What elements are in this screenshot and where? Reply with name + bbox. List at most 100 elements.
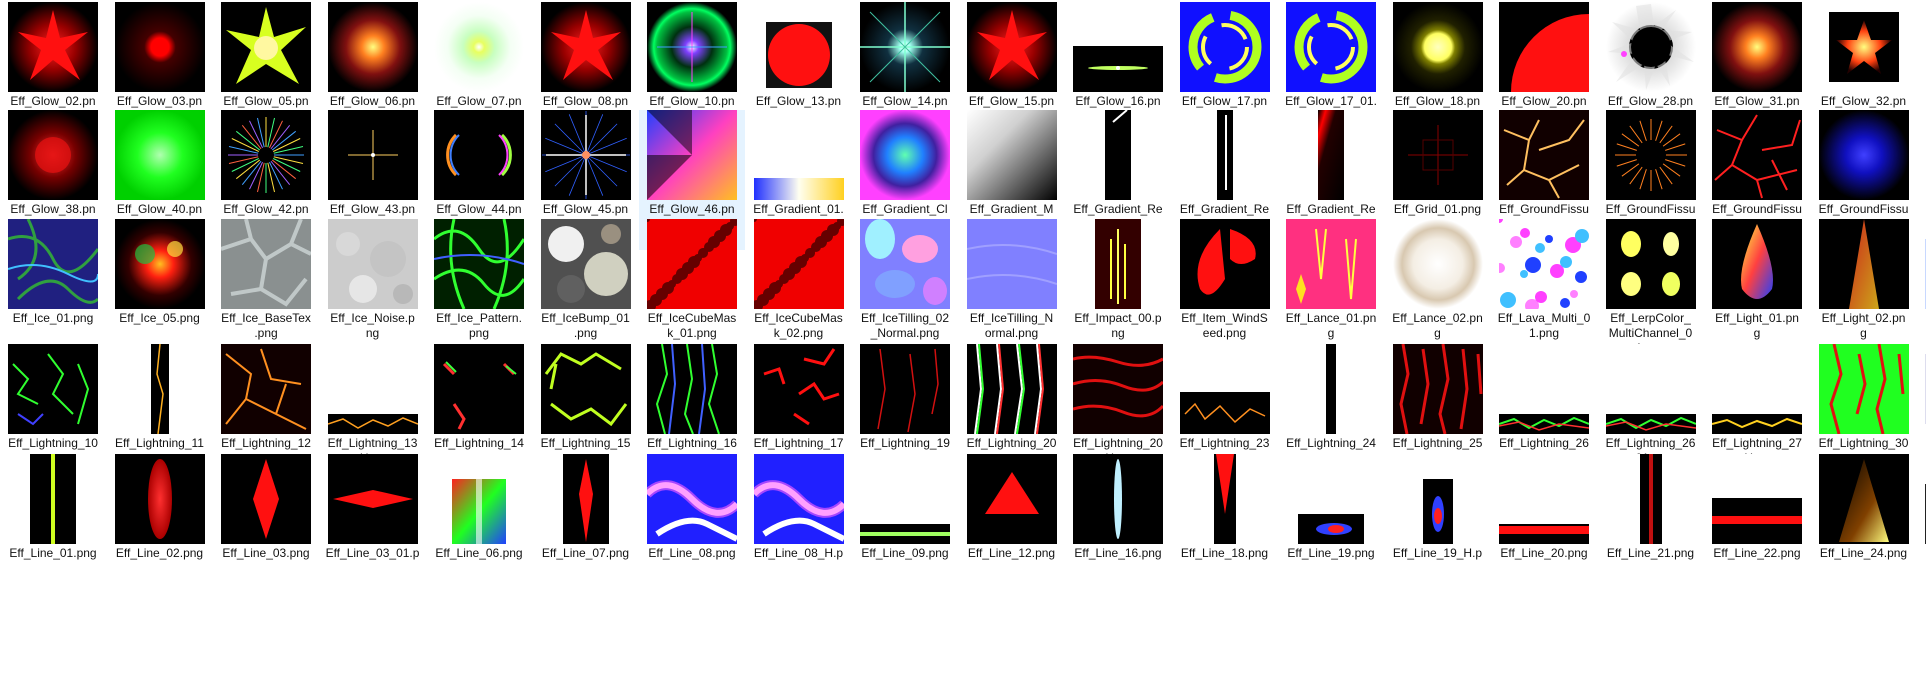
file-item[interactable]: Eff_Gradient_01. png (746, 110, 852, 250)
file-item[interactable]: Eff_Lance_01.pn g (1278, 219, 1384, 359)
file-item[interactable]: Eff_Glow_15.pn g (959, 2, 1065, 142)
file-item[interactable]: Eff_Glow_07.pn g (426, 2, 532, 142)
file-item[interactable]: Eff_Grid_01.png (1385, 110, 1491, 250)
file-item[interactable] (1917, 454, 1926, 594)
file-item[interactable]: Eff_Line_22.png (1704, 454, 1810, 594)
file-item[interactable]: Eff_Line_16.png (1065, 454, 1171, 594)
file-item[interactable]: Eff_IceTilling_N ormal.png (959, 219, 1065, 359)
file-item[interactable]: Eff_IceBump_01 .png (533, 219, 639, 359)
file-name-label: Eff_Line_20.png (1500, 546, 1588, 560)
file-item[interactable]: Eff_Line_09.png (852, 454, 958, 594)
file-item[interactable]: Eff_Lava_Multi_0 1.png (1491, 219, 1597, 359)
file-item[interactable]: Eff_Gradient_Cl amp_01.png (852, 110, 958, 250)
file-thumbnail (966, 344, 1057, 434)
file-item[interactable]: Eff_Glow_13.pn g (746, 2, 852, 142)
file-thumbnail (860, 219, 950, 309)
file-item[interactable]: Eff_Glow_02.pn g (0, 2, 106, 142)
file-item[interactable]: Eff_Lance_02.pn g (1385, 219, 1491, 359)
file-thumbnail (434, 110, 524, 200)
file-item[interactable]: Eff_Line_01.png (0, 454, 106, 594)
file-item[interactable]: Eff_Glow_32.pn g (1811, 2, 1917, 142)
file-item[interactable]: Eff_Line_07.png (533, 454, 639, 594)
file-item[interactable]: Eff_Lightning_19 .png (852, 344, 958, 484)
file-item[interactable]: Eff_Light_02.pn g (1811, 219, 1917, 359)
file-item[interactable]: Eff_Line_20.png (1491, 454, 1597, 594)
file-item[interactable]: Eff_Line_03_01.p (320, 454, 426, 594)
file-item[interactable]: Eff_Line_12.png (959, 454, 1065, 594)
file-name-label: Eff_Line_12.png (967, 546, 1056, 560)
file-item[interactable]: Eff_Lightning_25 .png (1385, 344, 1491, 484)
file-item[interactable]: Eff_Lightning_14 .png (426, 344, 532, 484)
file-item[interactable]: Eff_Glow_31.pn g (1704, 2, 1810, 142)
file-item[interactable]: Eff_Ice_BaseTex .png (213, 219, 319, 359)
file-item[interactable]: Eff_Glow_38.pn g (0, 110, 106, 250)
file-item[interactable]: Eff_Impact_00.p ng (1065, 219, 1171, 359)
file-item[interactable]: Eff_Glow_03.pn g (107, 2, 213, 142)
file-item[interactable]: Eff_Item_WindS eed.png (1172, 219, 1278, 359)
file-item[interactable]: Eff_Ice_Noise.p ng (320, 219, 426, 359)
file-item[interactable]: Eff_Glow_43.pn g (320, 110, 426, 250)
file-item[interactable]: Eff_GroundFissu re_04.png (1811, 110, 1917, 250)
file-item[interactable]: Eff_IceCubeMas k_01.png (639, 219, 745, 359)
file-name-label: Eff_IceCubeMas k_01.png (647, 311, 737, 340)
file-thumbnail (114, 110, 205, 200)
file-item[interactable]: Eff_Glow_05.pn g (213, 2, 319, 142)
file-item[interactable]: Eff_Line_18.png (1172, 454, 1278, 594)
file-thumbnail (1392, 2, 1483, 92)
file-item[interactable]: Eff_Glow_20.pn g (1491, 2, 1597, 142)
file-item[interactable]: Eff_Line_21.png (1598, 454, 1704, 594)
file-item[interactable]: Eff_Glow_06.pn g (320, 2, 426, 142)
file-thumbnail (1499, 454, 1589, 544)
file-item[interactable]: Eff_Line_03.png (213, 454, 319, 594)
file-item[interactable]: Eff_IceTilling_02 _Normal.png (852, 219, 958, 359)
file-name-label: Eff_Light_01.pn g (1715, 311, 1799, 340)
file-item[interactable]: Eff_LerpColor_ MultiChannel_0 1.png (1598, 219, 1704, 359)
file-item[interactable]: Eff_Glow_17_01. png (1278, 2, 1384, 142)
file-item[interactable]: Eff_Glow_08.pn g (533, 2, 639, 142)
file-item[interactable]: Eff_Glow_42.pn g (213, 110, 319, 250)
file-item[interactable]: Eff_Gradient_M ask.png (959, 110, 1065, 250)
file-item[interactable]: Eff_Light_01.pn g (1704, 219, 1810, 359)
file-item[interactable]: Eff_Lightning_15 .png (533, 344, 639, 484)
file-thumbnail (1605, 110, 1696, 200)
file-thumbnail (327, 110, 418, 200)
file-item[interactable]: Eff_Line_06.png (426, 454, 532, 594)
file-item[interactable]: Eff_Lightning_16 .png (639, 344, 745, 484)
file-thumbnail (1392, 110, 1483, 200)
file-item[interactable]: Eff_Lightning_26 .png (1491, 344, 1597, 484)
file-thumbnail (1499, 344, 1589, 434)
file-thumbnail (966, 110, 1057, 200)
file-item[interactable]: Eff_Glow_17.pn g (1172, 2, 1278, 142)
file-thumbnail (1073, 219, 1163, 309)
file-item[interactable]: Eff_Line_19.png (1278, 454, 1384, 594)
file-item[interactable]: Eff_Line_24.png (1811, 454, 1917, 594)
file-thumbnail (1286, 219, 1376, 309)
file-item[interactable]: Eff_Lightning_26 _01.png (1598, 344, 1704, 484)
file-item[interactable]: Eff_Ice_05.png (107, 219, 213, 359)
file-item[interactable]: Eff_Ice_01.png (0, 219, 106, 359)
file-item[interactable]: Eff_IceCubeMas k_02.png (746, 219, 852, 359)
file-item[interactable]: Eff_Glow_16.pn g (1065, 2, 1171, 142)
file-item[interactable]: Eff_Lightning_30 .png (1811, 344, 1917, 484)
file-thumbnail (1179, 454, 1270, 544)
file-item[interactable]: Eff_Glow_44.pn g (426, 110, 532, 250)
file-item[interactable]: Eff_Line_08_H.p (746, 454, 852, 594)
file-thumbnail (753, 344, 844, 434)
file-item[interactable]: Eff_Glow_18.pn g (1385, 2, 1491, 142)
file-item[interactable]: Eff_Ice_Pattern. png (426, 219, 532, 359)
file-item[interactable]: Eff_Line_08.png (639, 454, 745, 594)
file-thumbnail (1605, 219, 1696, 309)
file-item[interactable]: Eff_Glow_28.pn g (1598, 2, 1704, 142)
file-thumbnail (1179, 219, 1270, 309)
file-item[interactable]: Eff_Line_19_H.p (1385, 454, 1491, 594)
file-thumbnail (540, 2, 631, 92)
file-item[interactable]: Eff_Lightning_12 .png (213, 344, 319, 484)
file-item[interactable]: Eff_Lightning_17 .png (746, 344, 852, 484)
file-item[interactable]: Eff_Lightning_10 .png (0, 344, 106, 484)
file-item[interactable]: Eff_Glow_10.pn g (639, 2, 745, 142)
file-item[interactable]: Eff_Lightning_13 _H.png (320, 344, 426, 484)
file-item[interactable]: Eff_Glow_45.pn g (533, 110, 639, 250)
file-item[interactable] (1917, 219, 1926, 359)
file-item[interactable]: Eff_Glow_14.pn g (852, 2, 958, 142)
file-item[interactable]: Eff_Line_02.png (107, 454, 213, 594)
